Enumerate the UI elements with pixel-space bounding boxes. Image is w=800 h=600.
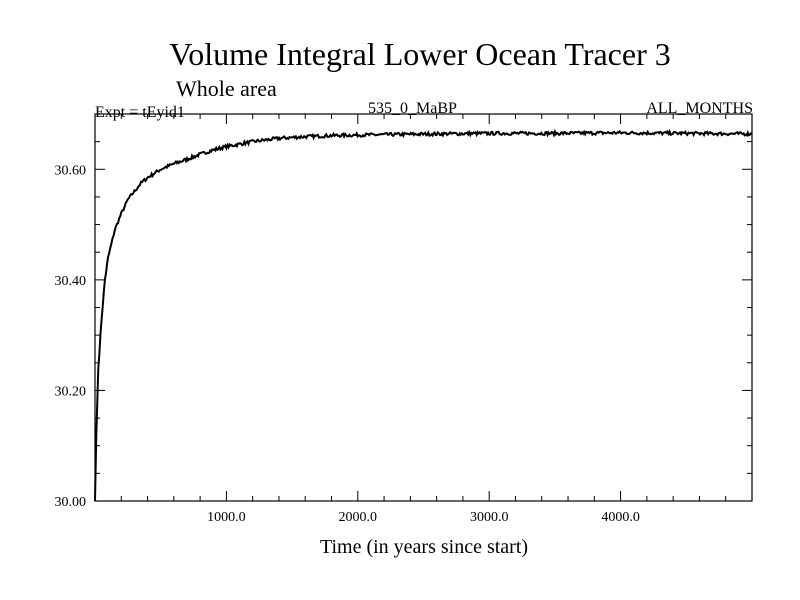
x-axis-title: Time (in years since start) bbox=[320, 536, 528, 558]
data-line bbox=[94, 128, 753, 502]
months-label: ALL_MONTHS bbox=[646, 100, 753, 117]
period-label: 535_0_MaBP bbox=[368, 100, 457, 117]
x-tick-label: 1000.0 bbox=[207, 510, 246, 525]
x-tick-label: 4000.0 bbox=[601, 510, 640, 525]
experiment-label: Expt = tEyid1 bbox=[95, 104, 185, 121]
plot-frame bbox=[94, 113, 753, 502]
y-tick-label: 30.00 bbox=[55, 495, 87, 510]
y-tick-label: 30.20 bbox=[55, 384, 87, 399]
chart-title: Volume Integral Lower Ocean Tracer 3 bbox=[169, 36, 671, 72]
y-tick-label: 30.60 bbox=[55, 163, 87, 178]
x-tick-label: 3000.0 bbox=[470, 510, 509, 525]
y-tick-label: 30.40 bbox=[55, 274, 87, 289]
chart-subtitle: Whole area bbox=[176, 76, 277, 101]
x-tick-label: 2000.0 bbox=[339, 510, 378, 525]
